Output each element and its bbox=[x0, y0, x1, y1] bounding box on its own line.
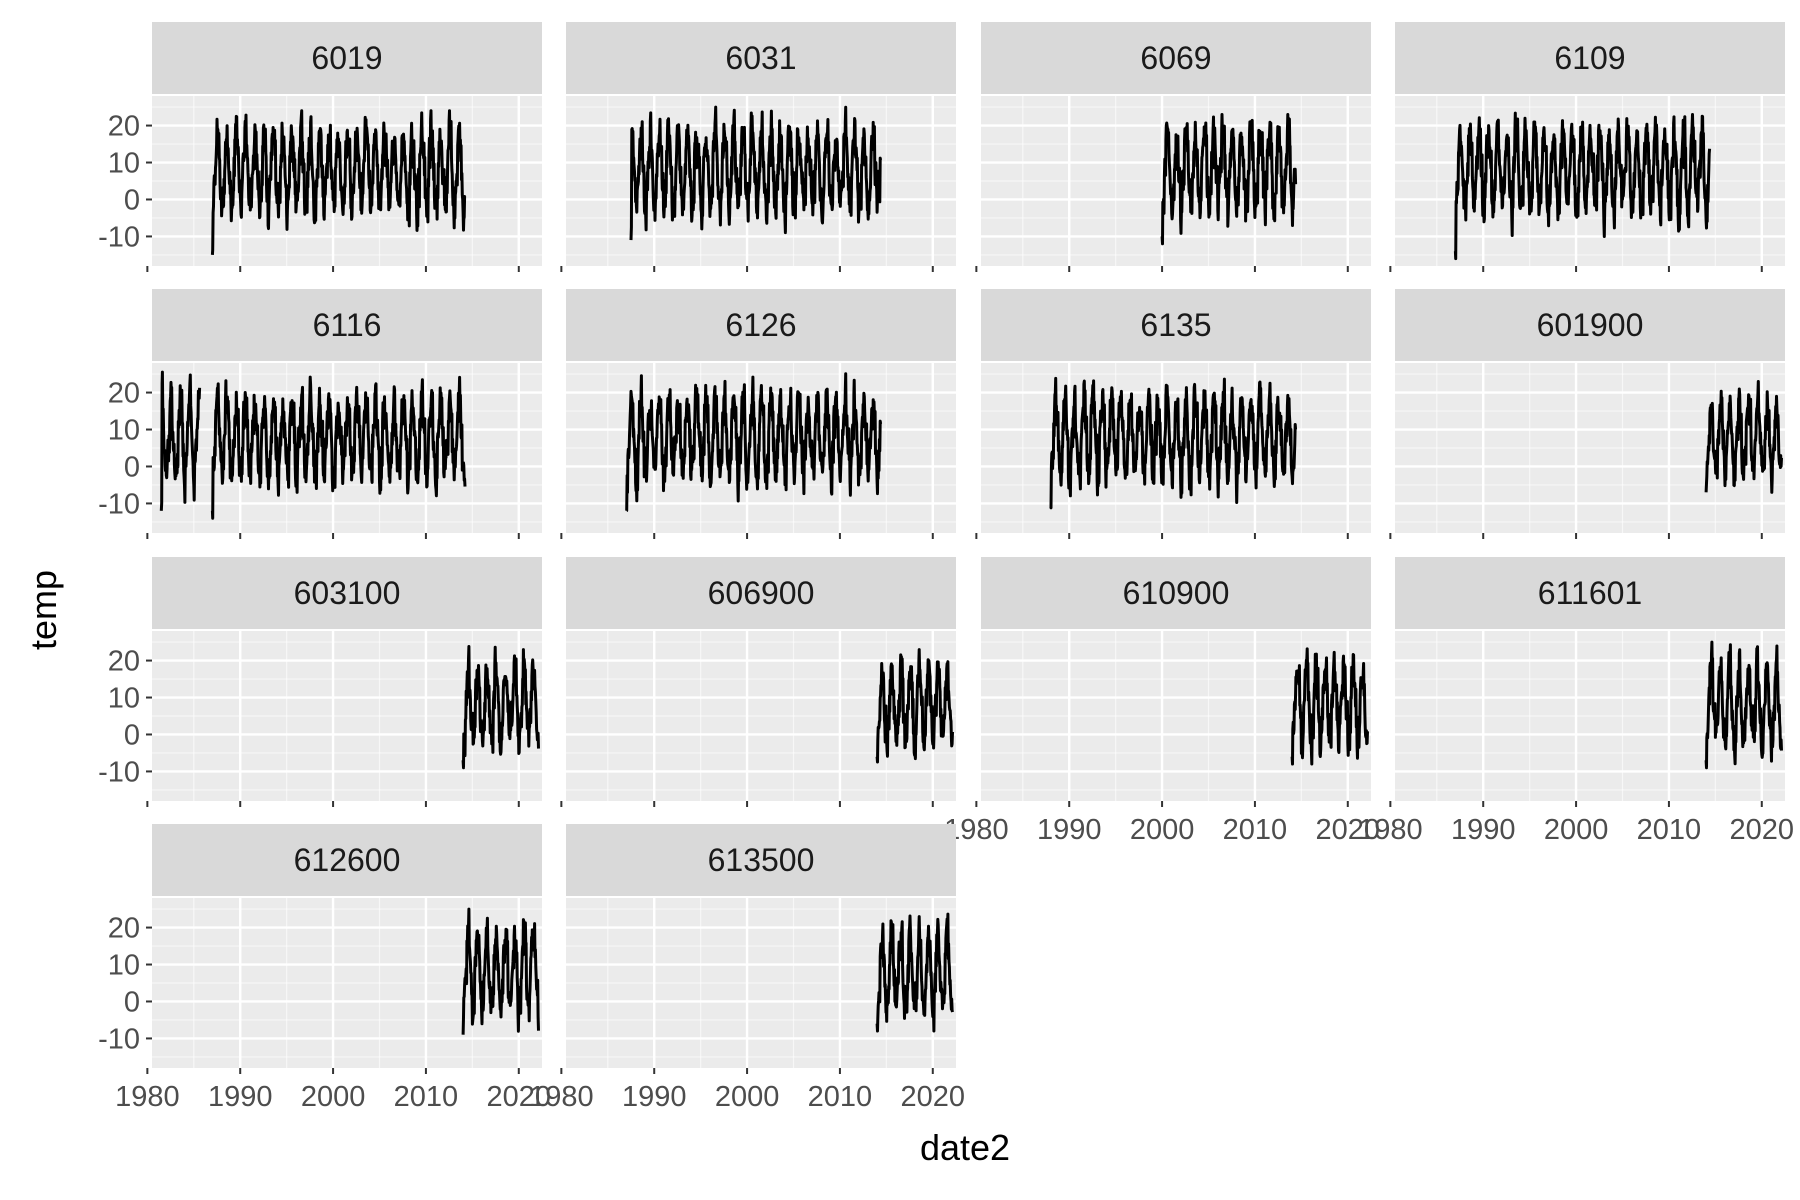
y-tick-label: 10 bbox=[108, 415, 140, 447]
facet-601900: 601900 bbox=[1389, 289, 1785, 539]
facet-6135: 6135 bbox=[975, 289, 1371, 539]
facet-strip-label: 611601 bbox=[1538, 575, 1642, 611]
series-line bbox=[1160, 113, 1298, 246]
x-tick-label: 1980 bbox=[115, 1081, 180, 1113]
y-tick-label: 20 bbox=[108, 111, 140, 143]
facet-strip bbox=[152, 289, 542, 361]
x-tick-label: 1980 bbox=[1358, 814, 1423, 846]
x-tick-label: 1990 bbox=[208, 1081, 273, 1113]
facet-6019: 6019 -10 0 10 20 bbox=[98, 22, 542, 272]
y-tick-label: 10 bbox=[108, 950, 140, 982]
x-tick-label: 2010 bbox=[808, 1081, 873, 1113]
y-tick-label: 0 bbox=[124, 719, 140, 751]
facet-strip-label: 6116 bbox=[313, 307, 382, 343]
facet-strip-label: 6031 bbox=[725, 40, 796, 76]
facet-strip-label: 613500 bbox=[708, 842, 815, 878]
y-tick-label: 10 bbox=[108, 683, 140, 715]
facet-6069: 6069 bbox=[975, 22, 1371, 272]
y-tick-label: 0 bbox=[124, 184, 140, 216]
facet-strip bbox=[981, 289, 1371, 361]
x-tick-label: 2020 bbox=[1316, 814, 1381, 846]
facet-strip bbox=[566, 557, 956, 629]
facet-strip bbox=[152, 22, 542, 94]
facet-strip bbox=[566, 824, 956, 896]
y-tick-label: 10 bbox=[108, 148, 140, 180]
x-tick-label: 2000 bbox=[301, 1081, 366, 1113]
facet-strip-label: 6135 bbox=[1140, 307, 1211, 343]
y-tick-label: 20 bbox=[108, 378, 140, 410]
x-tick-label: 2010 bbox=[1223, 814, 1288, 846]
facet-strip-label: 6126 bbox=[725, 307, 796, 343]
y-tick-label: -10 bbox=[98, 221, 140, 253]
x-axis-title: date2 bbox=[920, 1127, 1010, 1168]
x-tick-label: 2000 bbox=[715, 1081, 780, 1113]
facet-6031: 6031 bbox=[560, 22, 956, 272]
x-tick-label: 2010 bbox=[394, 1081, 459, 1113]
facet-strip-label: 606900 bbox=[708, 575, 815, 611]
facet-strip-label: 6109 bbox=[1554, 40, 1625, 76]
facet-strip bbox=[566, 22, 956, 94]
series-line bbox=[159, 370, 202, 511]
series-line bbox=[210, 109, 467, 255]
facet-strip-label: 603100 bbox=[294, 575, 401, 611]
facet-606900: 606900 bbox=[560, 557, 956, 807]
y-tick-label: 0 bbox=[124, 451, 140, 483]
series-line bbox=[625, 372, 883, 513]
y-tick-label: 20 bbox=[108, 646, 140, 678]
facet-strip bbox=[1395, 289, 1785, 361]
facet-612600: 612600 -10 0 10 20 1980 1990 2000 2010 2020 bbox=[98, 824, 551, 1113]
x-tick-label: 2020 bbox=[487, 1081, 552, 1113]
facet-6109: 6109 bbox=[1389, 22, 1785, 272]
facet-strip-label: 610900 bbox=[1123, 575, 1230, 611]
x-tick-label: 2010 bbox=[1637, 814, 1702, 846]
x-tick-label: 1990 bbox=[1451, 814, 1516, 846]
y-tick-label: -10 bbox=[98, 488, 140, 520]
facet-613500: 613500 1980 1990 2000 2010 2020 bbox=[529, 824, 965, 1113]
x-tick-label: 1980 bbox=[529, 1081, 594, 1113]
y-tick-label: 20 bbox=[108, 913, 140, 945]
x-tick-label: 1990 bbox=[622, 1081, 687, 1113]
facet-strip-label: 601900 bbox=[1537, 307, 1644, 343]
y-axis-title: temp bbox=[23, 570, 64, 650]
facet-strip bbox=[152, 824, 542, 896]
series-line bbox=[461, 907, 540, 1035]
series-line bbox=[461, 645, 540, 770]
facet-strip-label: 6019 bbox=[311, 40, 382, 76]
y-tick-label: -10 bbox=[98, 1023, 140, 1055]
facet-strip bbox=[1395, 557, 1785, 629]
x-tick-label: 1990 bbox=[1037, 814, 1102, 846]
facet-611601: 611601 1980 1990 2000 2010 2020 bbox=[1358, 557, 1794, 846]
series-line bbox=[629, 105, 883, 241]
x-tick-label: 2000 bbox=[1544, 814, 1609, 846]
series-line bbox=[1049, 376, 1298, 510]
facet-strip bbox=[981, 557, 1371, 629]
series-line bbox=[1704, 380, 1783, 494]
x-tick-label: 2000 bbox=[1130, 814, 1195, 846]
series-line bbox=[875, 912, 954, 1033]
facet-603100: 603100 -10 0 10 20 bbox=[98, 557, 542, 807]
facet-strip bbox=[566, 289, 956, 361]
facet-strip bbox=[981, 22, 1371, 94]
facet-6126: 6126 bbox=[560, 289, 956, 539]
facet-strip-label: 612600 bbox=[294, 842, 401, 878]
facet-6116: 6116 -10 0 10 20 bbox=[98, 289, 542, 539]
series-line bbox=[1290, 647, 1369, 766]
x-tick-label: 2020 bbox=[901, 1081, 966, 1113]
facet-strip bbox=[152, 557, 542, 629]
x-tick-label: 2020 bbox=[1730, 814, 1795, 846]
series-line bbox=[1453, 111, 1712, 261]
series-line bbox=[1704, 640, 1783, 770]
y-tick-label: 0 bbox=[124, 986, 140, 1018]
series-line bbox=[875, 648, 954, 764]
facet-strip-label: 6069 bbox=[1140, 40, 1211, 76]
facet-strip bbox=[1395, 22, 1785, 94]
series-line bbox=[210, 375, 467, 520]
y-tick-label: -10 bbox=[98, 756, 140, 788]
